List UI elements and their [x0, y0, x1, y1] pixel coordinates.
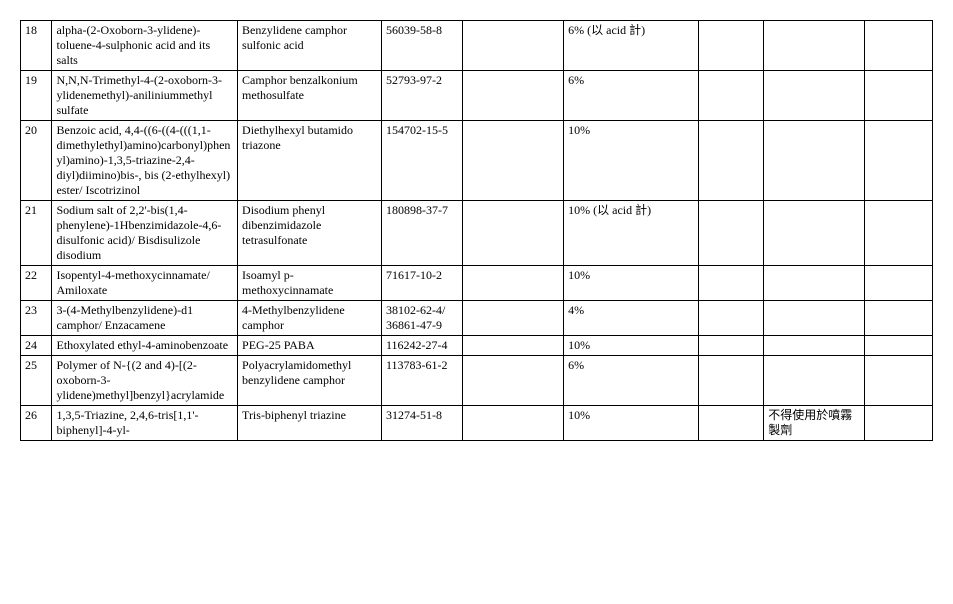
blank-col-1 [462, 406, 563, 441]
chemical-name: 1,3,5-Triazine, 2,4,6-tris[1,1'-biphenyl… [52, 406, 238, 441]
cas-number: 71617-10-2 [381, 266, 462, 301]
common-name: Diethylhexyl butamido triazone [238, 121, 382, 201]
table-row: 21Sodium salt of 2,2'-bis(1,4-phenylene)… [21, 201, 933, 266]
concentration: 10% [564, 121, 699, 201]
concentration: 6% (以 acid 計) [564, 21, 699, 71]
blank-col-3 [865, 71, 933, 121]
cas-number: 116242-27-4 [381, 336, 462, 356]
blank-col-2 [699, 21, 764, 71]
row-number: 19 [21, 71, 52, 121]
row-number: 24 [21, 336, 52, 356]
usage-note [764, 71, 865, 121]
common-name: Disodium phenyl dibenzimidazole tetrasul… [238, 201, 382, 266]
cas-number: 154702-15-5 [381, 121, 462, 201]
blank-col-3 [865, 201, 933, 266]
usage-note [764, 201, 865, 266]
table-row: 20Benzoic acid, 4,4-((6-((4-(((1,1-dimet… [21, 121, 933, 201]
usage-note: 不得使用於噴霧製劑 [764, 406, 865, 441]
table-row: 18alpha-(2-Oxoborn-3-ylidene)-toluene-4-… [21, 21, 933, 71]
blank-col-2 [699, 266, 764, 301]
blank-col-1 [462, 266, 563, 301]
usage-note [764, 21, 865, 71]
concentration: 10% [564, 336, 699, 356]
chemical-name: Isopentyl-4-methoxycinnamate/ Amiloxate [52, 266, 238, 301]
usage-note [764, 121, 865, 201]
cas-number: 56039-58-8 [381, 21, 462, 71]
common-name: Benzylidene camphor sulfonic acid [238, 21, 382, 71]
blank-col-3 [865, 301, 933, 336]
table-row: 233-(4-Methylbenzylidene)-d1 camphor/ En… [21, 301, 933, 336]
usage-note [764, 266, 865, 301]
blank-col-3 [865, 21, 933, 71]
row-number: 18 [21, 21, 52, 71]
chemical-name: Ethoxylated ethyl-4-aminobenzoate [52, 336, 238, 356]
blank-col-2 [699, 201, 764, 266]
row-number: 23 [21, 301, 52, 336]
blank-col-2 [699, 71, 764, 121]
row-number: 26 [21, 406, 52, 441]
table-row: 25Polymer of N-{(2 and 4)-[(2-oxoborn-3-… [21, 356, 933, 406]
blank-col-1 [462, 201, 563, 266]
usage-note [764, 356, 865, 406]
row-number: 21 [21, 201, 52, 266]
concentration: 10% (以 acid 計) [564, 201, 699, 266]
chemical-name: 3-(4-Methylbenzylidene)-d1 camphor/ Enza… [52, 301, 238, 336]
ingredients-table: 18alpha-(2-Oxoborn-3-ylidene)-toluene-4-… [20, 20, 933, 441]
table-row: 22Isopentyl-4-methoxycinnamate/ Amiloxat… [21, 266, 933, 301]
concentration: 6% [564, 356, 699, 406]
concentration: 10% [564, 266, 699, 301]
usage-note [764, 301, 865, 336]
chemical-name: Polymer of N-{(2 and 4)-[(2-oxoborn-3-yl… [52, 356, 238, 406]
usage-note [764, 336, 865, 356]
chemical-name: Sodium salt of 2,2'-bis(1,4-phenylene)-1… [52, 201, 238, 266]
common-name: PEG-25 PABA [238, 336, 382, 356]
blank-col-3 [865, 121, 933, 201]
blank-col-3 [865, 266, 933, 301]
common-name: Polyacrylamidomethyl benzylidene camphor [238, 356, 382, 406]
common-name: 4-Methylbenzylidene camphor [238, 301, 382, 336]
blank-col-1 [462, 301, 563, 336]
table-row: 261,3,5-Triazine, 2,4,6-tris[1,1'-biphen… [21, 406, 933, 441]
common-name: Isoamyl p-methoxycinnamate [238, 266, 382, 301]
blank-col-2 [699, 301, 764, 336]
row-number: 25 [21, 356, 52, 406]
table-row: 24Ethoxylated ethyl-4-aminobenzoatePEG-2… [21, 336, 933, 356]
blank-col-1 [462, 356, 563, 406]
blank-col-3 [865, 336, 933, 356]
blank-col-2 [699, 356, 764, 406]
blank-col-1 [462, 121, 563, 201]
concentration: 6% [564, 71, 699, 121]
blank-col-1 [462, 21, 563, 71]
cas-number: 52793-97-2 [381, 71, 462, 121]
cas-number: 113783-61-2 [381, 356, 462, 406]
blank-col-2 [699, 336, 764, 356]
common-name: Tris-biphenyl triazine [238, 406, 382, 441]
blank-col-2 [699, 121, 764, 201]
blank-col-2 [699, 406, 764, 441]
row-number: 20 [21, 121, 52, 201]
table-row: 19N,N,N-Trimethyl-4-(2-oxoborn-3-ylidene… [21, 71, 933, 121]
common-name: Camphor benzalkonium methosulfate [238, 71, 382, 121]
cas-number: 180898-37-7 [381, 201, 462, 266]
concentration: 10% [564, 406, 699, 441]
blank-col-3 [865, 356, 933, 406]
blank-col-1 [462, 71, 563, 121]
chemical-name: N,N,N-Trimethyl-4-(2-oxoborn-3-ylideneme… [52, 71, 238, 121]
chemical-name: alpha-(2-Oxoborn-3-ylidene)-toluene-4-su… [52, 21, 238, 71]
cas-number: 31274-51-8 [381, 406, 462, 441]
row-number: 22 [21, 266, 52, 301]
blank-col-3 [865, 406, 933, 441]
blank-col-1 [462, 336, 563, 356]
concentration: 4% [564, 301, 699, 336]
chemical-name: Benzoic acid, 4,4-((6-((4-(((1,1-dimethy… [52, 121, 238, 201]
cas-number: 38102-62-4/ 36861-47-9 [381, 301, 462, 336]
